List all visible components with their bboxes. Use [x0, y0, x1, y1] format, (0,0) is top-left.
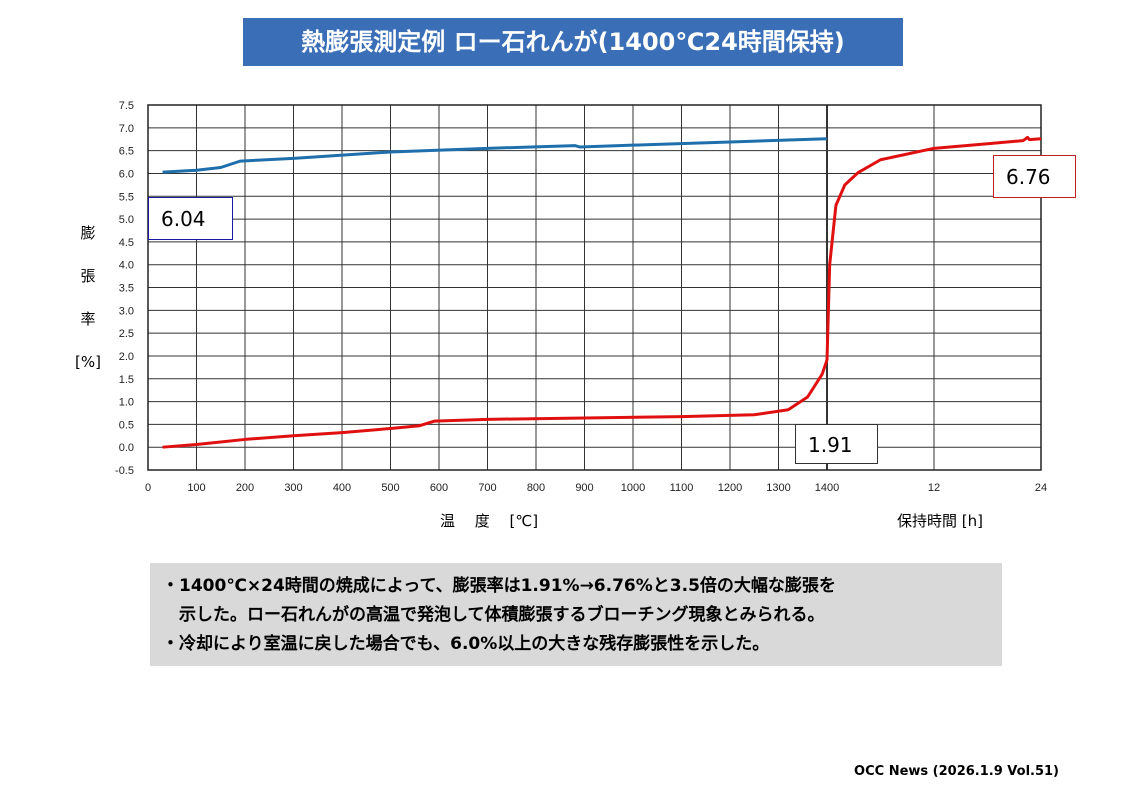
x-tick-label: 900 [575, 482, 593, 494]
y-tick-label: 2.0 [119, 351, 134, 363]
notes-box: ・1400℃×24時間の焼成によって、膨張率は1.91%→6.76%と3.5倍の… [150, 563, 1002, 666]
plot-frame [147, 104, 1042, 471]
note-line: ・1400℃×24時間の焼成によって、膨張率は1.91%→6.76%と3.5倍の… [162, 576, 836, 596]
x-tick-label: 12 [928, 482, 940, 494]
y-tick-label: 6.0 [119, 168, 134, 180]
series-line-heating [162, 359, 829, 449]
x-tick-label: 700 [478, 482, 496, 494]
x-axis-label-hold: 保持時間 [h] [897, 512, 983, 530]
x-tick-label: 100 [187, 482, 205, 494]
x-tick-label: 1300 [766, 482, 790, 494]
series-line-hold [825, 135, 1042, 361]
x-tick-label: 300 [284, 482, 302, 494]
x-tick-label: 1200 [718, 482, 742, 494]
series-line-cooling [162, 137, 828, 174]
y-label-char: 膨 [80, 224, 96, 242]
note-line: ・冷却により室温に戻した場合でも、6.0%以上の大きな残存膨張性を示した。 [162, 634, 770, 654]
x-tick-label: 800 [527, 482, 545, 494]
y-tick-label: 7.5 [119, 100, 134, 112]
y-tick-label: 7.0 [119, 123, 134, 135]
y-tick-label: 4.5 [119, 237, 134, 249]
footer: OCC News (2026.1.9 Vol.51) [854, 764, 1059, 779]
x-tick-label: 0 [145, 482, 151, 494]
y-tick-label: 4.0 [119, 260, 134, 272]
y-tick-label: 0.5 [119, 419, 134, 431]
x-tick-label: 24 [1035, 482, 1047, 494]
annotation-start: 6.04 [148, 197, 233, 240]
x-tick-label: 1400 [815, 482, 839, 494]
y-tick-label: 6.5 [119, 146, 134, 158]
y-tick-label: 3.0 [119, 305, 134, 317]
y-tick-label: 2.5 [119, 328, 134, 340]
y-tick-label: 5.0 [119, 214, 134, 226]
y-tick-label: -0.5 [115, 465, 134, 477]
y-tick-label: 3.5 [119, 283, 134, 295]
x-tick-label: 1000 [621, 482, 645, 494]
x-tick-label: 600 [430, 482, 448, 494]
page-title: 熱膨張測定例 ロー石れんが(1400℃24時間保持) [243, 18, 903, 66]
y-tick-label: 1.5 [119, 374, 134, 386]
note-line: 示した。ロー石れんがの高温で発泡して体積膨張するブローチング現象とみられる。 [162, 605, 825, 625]
x-axis-label-temp: 温 度 [℃] [440, 512, 539, 530]
y-axis-label: 膨 張 率 [%] [70, 212, 106, 384]
y-tick-label: 1.0 [119, 397, 134, 409]
x-tick-label: 1100 [670, 482, 694, 494]
annotation-peak: 1.91 [795, 424, 878, 464]
y-label-char: 張 [80, 267, 96, 285]
y-label-char: 率 [80, 310, 96, 328]
x-tick-label: 400 [333, 482, 351, 494]
x-tick-label: 200 [236, 482, 254, 494]
x-tick-label: 500 [381, 482, 399, 494]
y-label-char: [%] [75, 353, 101, 371]
y-tick-label: 0.0 [119, 442, 134, 454]
annotation-end: 6.76 [993, 155, 1076, 198]
y-tick-label: 5.5 [119, 191, 134, 203]
